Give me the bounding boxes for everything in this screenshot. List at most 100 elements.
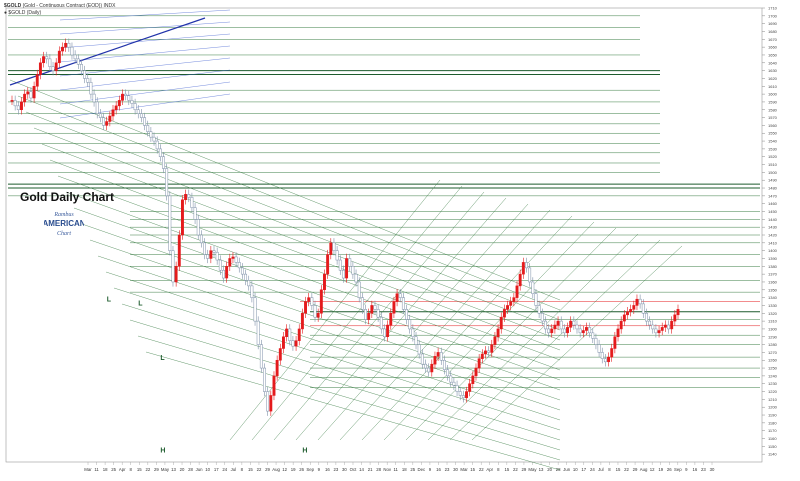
candle-body (613, 336, 617, 349)
y-tick-label: 1620 (768, 76, 778, 81)
diagonal-trend-line (145, 351, 561, 471)
candle-body (622, 314, 626, 322)
candle-body (83, 70, 87, 79)
candle-body (256, 320, 260, 345)
candle-body (269, 395, 273, 412)
candle-body (600, 352, 604, 359)
candle-body (660, 327, 664, 331)
y-tick-label: 1690 (768, 21, 778, 26)
candle-body (61, 46, 64, 52)
candle-body (247, 280, 251, 287)
candle-body (449, 375, 453, 383)
x-tick-label: 22 (257, 467, 262, 472)
candle-body (575, 324, 579, 330)
candle-body (345, 258, 349, 279)
candle-body (48, 58, 52, 67)
candle-body (16, 105, 20, 111)
x-tick-label: 29 (522, 467, 527, 472)
y-tick-label: 1670 (768, 37, 778, 42)
x-tick-label: 19 (658, 467, 663, 472)
diagonal-trend-line (113, 287, 561, 431)
candle-body (130, 100, 134, 104)
candle-body (307, 297, 311, 302)
blue-channel-line (59, 9, 231, 21)
x-tick-label: 20 (547, 467, 552, 472)
y-tick-label: 1460 (768, 201, 778, 206)
x-tick-label: 9 (685, 467, 688, 472)
candle-body (278, 348, 282, 361)
candle-body (329, 242, 333, 255)
candle-body (177, 234, 181, 267)
y-tick-label: 1590 (768, 99, 778, 104)
candle-body (272, 375, 276, 396)
candle-body (676, 309, 680, 316)
candle-body (304, 301, 307, 314)
candle-body (174, 266, 178, 283)
candle-body (607, 356, 611, 363)
candle-body (231, 256, 235, 259)
candle-body (332, 242, 336, 251)
x-tick-label: 29 (633, 467, 638, 472)
candle-body (414, 336, 418, 345)
x-tick-label: May (528, 467, 537, 472)
y-tick-label: 1540 (768, 139, 778, 144)
candle-body (108, 115, 112, 122)
x-tick-label: Jul (231, 467, 237, 472)
y-tick-label: 1600 (768, 92, 778, 97)
x-tick-label: 13 (171, 467, 176, 472)
candle-body (275, 359, 279, 377)
candle-body (127, 95, 131, 101)
x-tick-label: 8 (241, 467, 244, 472)
candle-body (427, 367, 431, 373)
candle-body (225, 266, 229, 279)
diagonal-trend-line (17, 95, 561, 311)
x-tick-label: 21 (368, 467, 373, 472)
candle-body (29, 91, 33, 99)
candle-body (528, 267, 532, 283)
x-tick-label: 17 (214, 467, 219, 472)
y-tick-label: 1480 (768, 186, 778, 191)
candle-body (300, 313, 304, 330)
diagonal-trend-line (105, 271, 561, 421)
candle-body (534, 293, 538, 306)
candle-body (95, 101, 99, 114)
candle-body (244, 273, 248, 281)
logo-line3: Chart (57, 231, 71, 237)
candle-body (240, 267, 244, 275)
candle-body (237, 262, 241, 269)
candle-body (657, 330, 661, 334)
candle-body (338, 259, 342, 271)
candle-body (635, 298, 639, 306)
blue-channel-line (59, 69, 231, 91)
rambus-logo: Rambus AMERICAN Chart (44, 212, 84, 237)
candle-body (143, 117, 147, 126)
candle-body (351, 266, 355, 275)
candle-body (326, 254, 330, 275)
candle-body (354, 273, 358, 283)
candle-body (316, 313, 320, 318)
candle-body (13, 100, 17, 107)
candle-body (228, 258, 232, 267)
candle-body (10, 100, 14, 102)
y-tick-label: 1660 (768, 45, 778, 50)
candle-body (506, 305, 510, 310)
candle-body (35, 74, 39, 87)
candle-body (540, 313, 544, 322)
candle-body (509, 301, 513, 306)
candle-body (578, 328, 582, 334)
logo-line2: AMERICAN (44, 219, 84, 228)
candle-body (117, 100, 121, 107)
candle-body (297, 328, 301, 341)
candle-body (89, 82, 93, 95)
diagonal-rising-line (295, 197, 507, 441)
y-tick-label: 1140 (768, 452, 777, 457)
candle-body (285, 328, 289, 338)
diagonal-trend-line (33, 127, 561, 331)
candle-body (512, 297, 516, 302)
candle-body (348, 258, 352, 267)
candle-body (594, 338, 598, 345)
diagonal-trend-line (49, 159, 561, 351)
diagonal-trend-line (65, 191, 561, 371)
candle-body (411, 328, 415, 338)
x-tick-label: 25 (111, 467, 116, 472)
